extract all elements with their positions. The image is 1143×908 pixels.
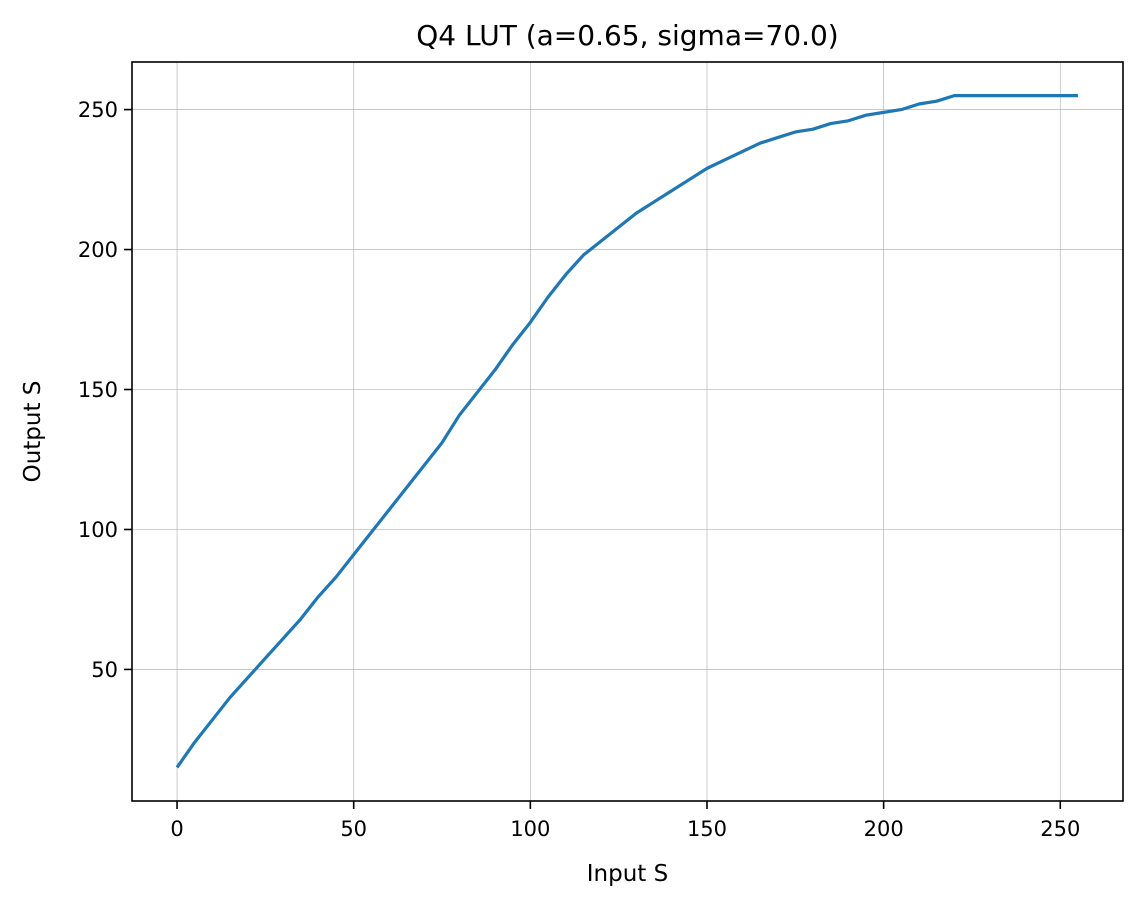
plot-frame (131, 61, 1124, 802)
y-tick-label: 150 (78, 378, 118, 402)
ticks: 0 50 100 150 200 250 50 100 150 200 250 (78, 98, 1080, 841)
y-tick-label: 200 (78, 238, 118, 262)
x-tick-label: 150 (687, 817, 727, 841)
x-tick-label: 100 (510, 817, 550, 841)
grid (132, 62, 1123, 801)
y-axis-label: Output S (20, 381, 46, 483)
x-tick-label: 0 (170, 817, 183, 841)
y-tick-label: 250 (78, 98, 118, 122)
x-tick-label: 250 (1040, 817, 1080, 841)
y-tick-label: 100 (78, 518, 118, 542)
series-line (175, 93, 1078, 769)
y-tick-label: 50 (91, 658, 118, 682)
chart-title: Q4 LUT (a=0.65, sigma=70.0) (416, 19, 838, 52)
x-tick-label: 200 (864, 817, 904, 841)
series-layer (175, 93, 1078, 769)
x-tick-label: 50 (340, 817, 367, 841)
x-axis-label: Input S (587, 861, 668, 887)
